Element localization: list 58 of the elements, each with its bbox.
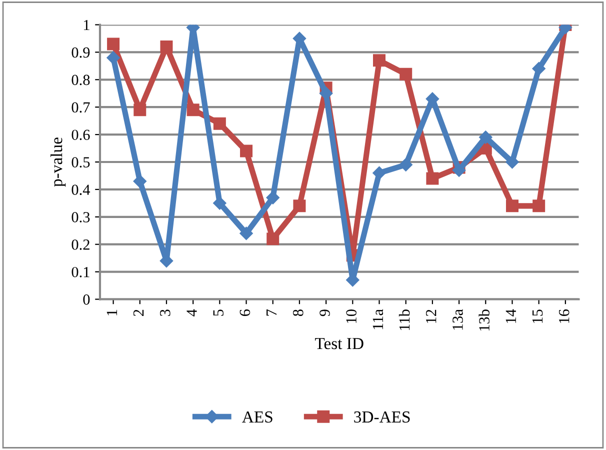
point — [452, 164, 466, 177]
point — [106, 51, 120, 64]
y-tick-label: 0.2 — [72, 239, 90, 250]
point — [133, 174, 146, 188]
y-tick-label: 0.4 — [72, 184, 90, 195]
y-tick-label: 0.7 — [72, 102, 90, 113]
legend-label: 3D-AES — [354, 411, 410, 423]
point — [266, 232, 280, 246]
point — [399, 158, 412, 172]
x-tick-label: 2 — [133, 310, 144, 316]
point — [532, 62, 546, 76]
x-tick-label: 15 — [532, 310, 543, 323]
x-tick-label: 10 — [346, 310, 356, 323]
y-tick-label: 0.3 — [72, 212, 90, 222]
x-tick-label: 7 — [266, 309, 277, 316]
x-tick-label: 6 — [240, 309, 250, 316]
point — [506, 200, 518, 212]
point — [240, 226, 253, 240]
point — [532, 200, 546, 212]
point — [107, 38, 120, 50]
point — [479, 130, 492, 144]
y-tick-label: 0.6 — [72, 130, 90, 140]
point — [266, 191, 280, 204]
point — [319, 86, 333, 100]
y-tick-label: 0.5 — [72, 157, 90, 168]
y-tick-label: 0.9 — [72, 47, 90, 58]
point — [134, 104, 146, 116]
point — [186, 104, 200, 116]
point — [160, 40, 173, 53]
point — [213, 117, 226, 130]
x-tick-label: 16 — [558, 309, 570, 323]
point — [400, 68, 412, 80]
x-tick-label: 11b — [398, 310, 410, 330]
x-tick-label: 12 — [426, 310, 436, 323]
x-tick-label: 8 — [292, 310, 304, 316]
y-tick-label: 0 — [83, 294, 90, 305]
y-tick-label: 1 — [84, 20, 90, 30]
point — [240, 144, 253, 158]
point — [426, 172, 439, 185]
x-tick-label: 1 — [106, 310, 117, 316]
x-tick-label: 3 — [160, 310, 170, 316]
y-tick-label: 0.8 — [72, 74, 90, 86]
x-tick-label: 11a — [372, 309, 384, 330]
x-axis-title: Test ID — [315, 338, 364, 350]
x-tick-label: 4 — [186, 309, 197, 316]
x-tick-label: 13b — [478, 310, 490, 331]
x-tick-label: 5 — [213, 310, 224, 316]
x-tick-label: 13a — [452, 309, 463, 330]
point — [373, 54, 386, 67]
point — [293, 200, 306, 212]
point — [506, 155, 519, 169]
y-axis-title: p-value — [50, 138, 66, 187]
legend-label: AES — [242, 411, 272, 423]
x-tick-label: 14 — [506, 309, 516, 323]
point — [372, 166, 386, 180]
x-tick-label: 9 — [320, 310, 330, 316]
point — [213, 196, 226, 210]
y-tick-label: 0.1 — [72, 266, 90, 278]
